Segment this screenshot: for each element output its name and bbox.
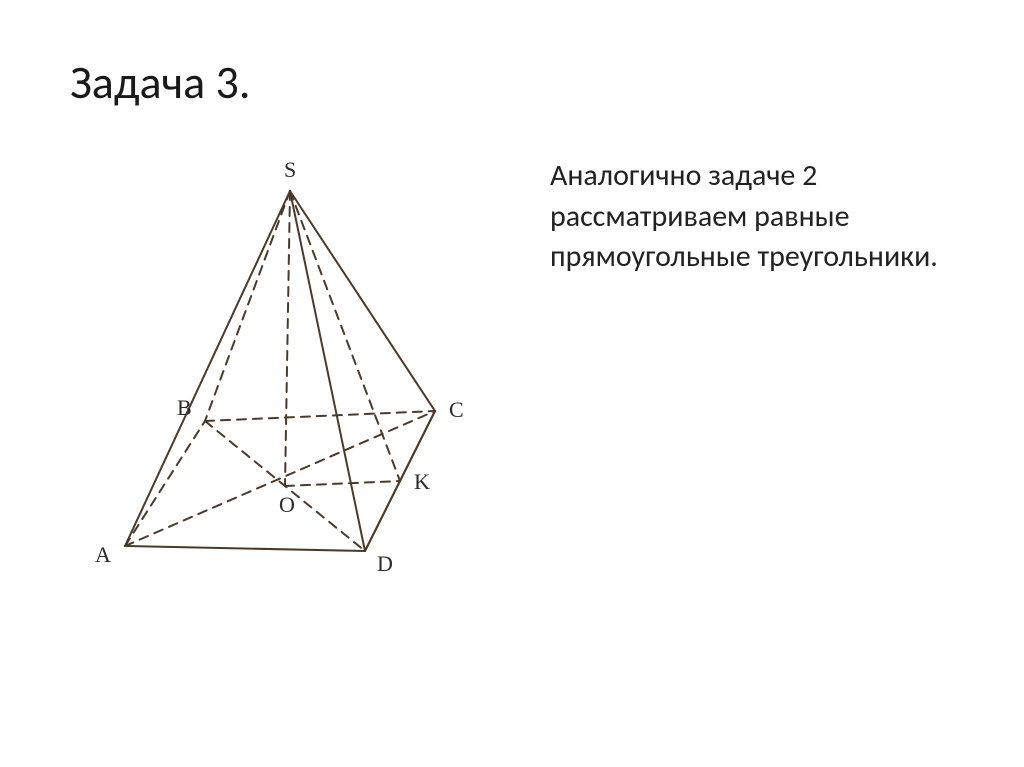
svg-text:S: S [284, 157, 296, 182]
svg-text:K: K [414, 469, 430, 494]
svg-text:D: D [377, 551, 393, 576]
slide-title: Задача 3. [70, 55, 964, 111]
svg-text:C: C [449, 397, 464, 422]
svg-text:A: A [95, 542, 111, 567]
svg-text:B: B [177, 395, 192, 420]
slide: Задача 3. S A B C D O K Аналогично задаче 2 ра… [0, 0, 1024, 767]
body-text: Аналогично задаче 2 рассматриваем равные… [550, 151, 964, 278]
pyramid-diagram: S A B C D O K [70, 151, 490, 611]
content-row: S A B C D O K Аналогично задаче 2 рассматривае… [70, 151, 964, 611]
svg-text:O: O [279, 492, 295, 517]
diagram-container: S A B C D O K [70, 151, 490, 611]
